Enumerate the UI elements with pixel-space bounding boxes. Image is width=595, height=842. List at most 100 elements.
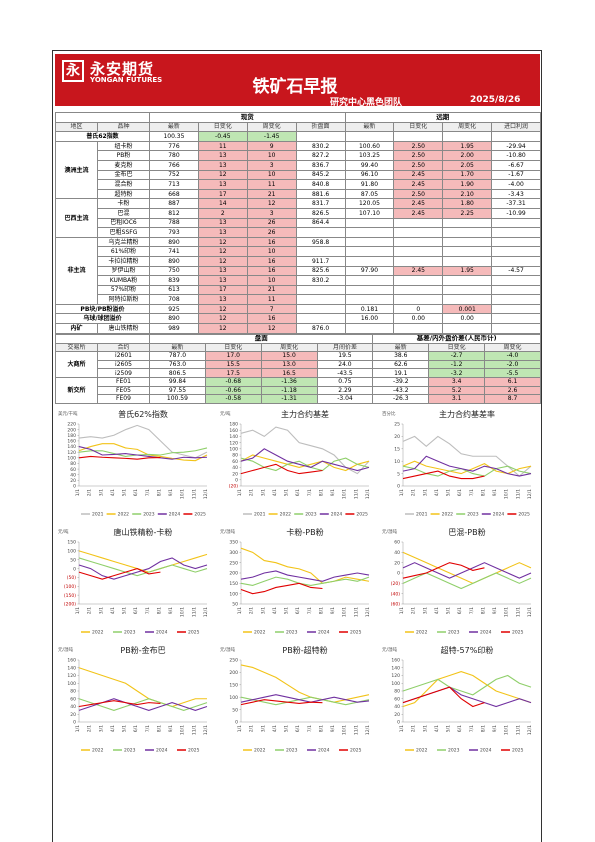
- legend-label: 2022: [280, 512, 292, 518]
- y-tick-label: 120: [229, 440, 238, 446]
- table-cell: 97.90: [344, 265, 395, 277]
- table-cell: [295, 246, 346, 257]
- x-tick-label: 7/1: [469, 489, 475, 496]
- table-cell: [442, 275, 493, 286]
- chart: 美元/干吨 普氏62%指数0204060801001201401601802002…: [58, 409, 209, 518]
- spot-table: 现货 远期 地区 品种 最新 日变化 周变化 折盘面 最新 日变化 周变化 进口利润 普氏62指数 100…: [55, 112, 541, 334]
- table-cell: 836.7: [295, 159, 346, 171]
- series-line: [402, 435, 532, 477]
- y-tick-label: 60: [232, 459, 238, 465]
- y-tick-label: 160: [67, 439, 76, 445]
- series-line: [78, 557, 208, 577]
- table-row: 卡拉拉精粉 890 12 16 911.7: [56, 255, 541, 267]
- table-cell: 15.0: [260, 351, 318, 361]
- y-tick-label: 20: [232, 471, 238, 477]
- row-item: FE05: [97, 385, 150, 396]
- legend-label: 2025: [512, 630, 524, 636]
- series-line: [240, 576, 370, 586]
- column-header: 地区: [55, 121, 98, 133]
- table-cell: 0.001: [442, 303, 493, 315]
- legend-label: 2024: [493, 512, 505, 518]
- table-cell: -3.43: [491, 188, 541, 200]
- x-tick-label: 8/1: [318, 489, 324, 496]
- table-cell: [295, 303, 346, 315]
- y-tick-label: (200): [64, 602, 76, 608]
- x-tick-label: 11/1: [353, 607, 359, 617]
- legend-label: 2022: [254, 748, 266, 754]
- x-tick-label: 9/1: [492, 489, 498, 496]
- legend-label: 2022: [442, 512, 454, 518]
- x-tick-label: 12/1: [527, 607, 533, 617]
- table-cell: 38.6: [372, 351, 430, 361]
- x-tick-label: 5/1: [122, 725, 128, 732]
- row-group-label: 新交所: [55, 376, 98, 404]
- row-item: 巴混: [97, 207, 150, 219]
- table-cell: 17.5: [204, 368, 262, 378]
- series-line: [78, 455, 161, 460]
- chart-unit: 元/湿吨: [58, 646, 74, 653]
- y-tick-label: 0: [73, 720, 76, 726]
- x-tick-label: 10/1: [180, 607, 186, 617]
- table-row: 大商所 i2601 787.0 17.0 15.0 19.5 38.6 -2.7 -4.0: [55, 351, 541, 378]
- group-header: 基差/内外盘价差(人民币计): [372, 334, 541, 344]
- y-tick-label: 180: [67, 433, 76, 439]
- row-item: 61%印粉: [97, 246, 150, 257]
- table-cell: 2.50: [393, 140, 444, 152]
- table-row: PB粉 780 13 10 827.2 103.25 2.50 2.00 -10.80: [56, 150, 541, 161]
- table-cell: 100.35: [149, 131, 199, 142]
- table-cell: -3.2: [428, 368, 486, 378]
- x-tick-label: 9/1: [492, 607, 498, 614]
- table-cell: 2.25: [442, 207, 493, 219]
- table-cell: 19.1: [372, 368, 430, 378]
- x-tick-label: 6/1: [457, 489, 463, 496]
- x-tick-label: 9/1: [168, 607, 174, 614]
- table-cell: [393, 217, 444, 229]
- table-cell: 958.8: [295, 236, 346, 248]
- x-tick-label: 10/1: [180, 489, 186, 499]
- table-cell: 17: [197, 284, 248, 296]
- legend-label: 2025: [188, 630, 200, 636]
- y-tick-label: 100: [67, 549, 76, 555]
- chart-unit: 元/湿吨: [220, 646, 236, 653]
- table-cell: -0.66: [204, 385, 262, 396]
- column-header: 日变化: [428, 342, 486, 353]
- chart-title: 普氏62%指数: [118, 409, 168, 419]
- table-cell: 97.55: [149, 385, 206, 396]
- table-cell: -43.2: [372, 385, 430, 396]
- table-cell: -43.5: [316, 368, 374, 378]
- table-cell: 12: [197, 236, 248, 248]
- x-tick-label: 5/1: [284, 725, 290, 732]
- table-row: 内矿 唐山铁精粉 989 12 12 876.0: [55, 323, 541, 334]
- row-item: 金布巴: [97, 169, 150, 181]
- x-tick-label: 5/1: [284, 607, 290, 614]
- table-cell: 2.45: [393, 207, 444, 219]
- y-tick-label: 0: [397, 484, 400, 490]
- table-cell: 0.00: [442, 313, 493, 325]
- table-cell: 13: [197, 265, 248, 277]
- y-tick-label: 140: [391, 665, 400, 671]
- x-tick-label: 11/1: [353, 725, 359, 735]
- table-row: FE05 97.55 -0.66 -1.18 2.29 -43.2 5.2 2.6: [56, 385, 541, 396]
- x-tick-label: 8/1: [156, 725, 162, 732]
- column-header: 最新: [372, 342, 430, 353]
- table-cell: 12: [197, 255, 248, 267]
- legend-label: 2023: [286, 630, 298, 636]
- legend-label: 2024: [156, 630, 168, 636]
- legend-label: 2024: [318, 630, 330, 636]
- table-cell: [295, 294, 346, 305]
- x-tick-label: 6/1: [457, 607, 463, 614]
- row-item: 巴粗SSFG: [97, 227, 150, 238]
- y-tick-label: 20: [394, 434, 400, 440]
- y-tick-label: 140: [229, 434, 238, 440]
- y-tick-label: 0: [235, 478, 238, 484]
- y-tick-label: 0: [397, 720, 400, 726]
- table-row: 普氏62指数 100.35 -0.45 -1.45: [55, 131, 541, 142]
- series-line: [78, 698, 208, 711]
- table-cell: 12: [197, 246, 248, 257]
- table-cell: 91.80: [344, 179, 395, 190]
- table-cell: 19.5: [316, 351, 374, 361]
- series-line: [78, 557, 208, 580]
- x-tick-label: 8/1: [156, 489, 162, 496]
- table-cell: 2.29: [316, 385, 374, 396]
